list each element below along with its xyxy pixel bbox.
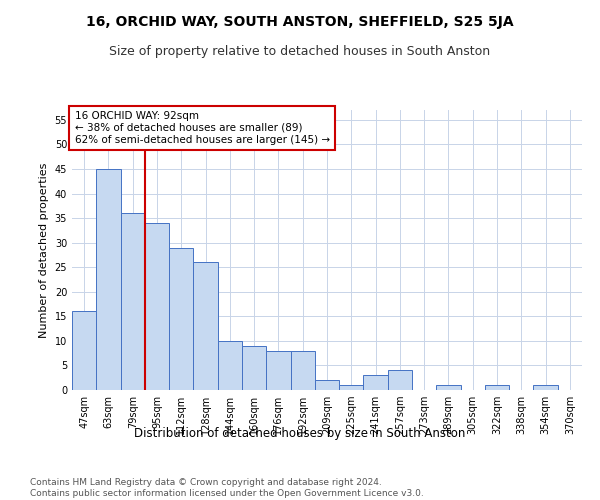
Bar	[96, 169, 121, 390]
Text: Distribution of detached houses by size in South Anston: Distribution of detached houses by size …	[134, 428, 466, 440]
Text: 16, ORCHID WAY, SOUTH ANSTON, SHEFFIELD, S25 5JA: 16, ORCHID WAY, SOUTH ANSTON, SHEFFIELD,…	[86, 15, 514, 29]
Bar	[315, 380, 339, 390]
Bar	[169, 248, 193, 390]
Bar	[266, 350, 290, 390]
Bar	[145, 223, 169, 390]
Bar	[436, 385, 461, 390]
Bar	[121, 213, 145, 390]
Bar	[72, 312, 96, 390]
Bar	[242, 346, 266, 390]
Bar	[290, 350, 315, 390]
Y-axis label: Number of detached properties: Number of detached properties	[39, 162, 49, 338]
Bar	[193, 262, 218, 390]
Bar	[339, 385, 364, 390]
Bar	[388, 370, 412, 390]
Text: Size of property relative to detached houses in South Anston: Size of property relative to detached ho…	[109, 45, 491, 58]
Bar	[533, 385, 558, 390]
Text: Contains HM Land Registry data © Crown copyright and database right 2024.
Contai: Contains HM Land Registry data © Crown c…	[30, 478, 424, 498]
Text: 16 ORCHID WAY: 92sqm
← 38% of detached houses are smaller (89)
62% of semi-detac: 16 ORCHID WAY: 92sqm ← 38% of detached h…	[74, 112, 329, 144]
Bar	[218, 341, 242, 390]
Bar	[364, 376, 388, 390]
Bar	[485, 385, 509, 390]
